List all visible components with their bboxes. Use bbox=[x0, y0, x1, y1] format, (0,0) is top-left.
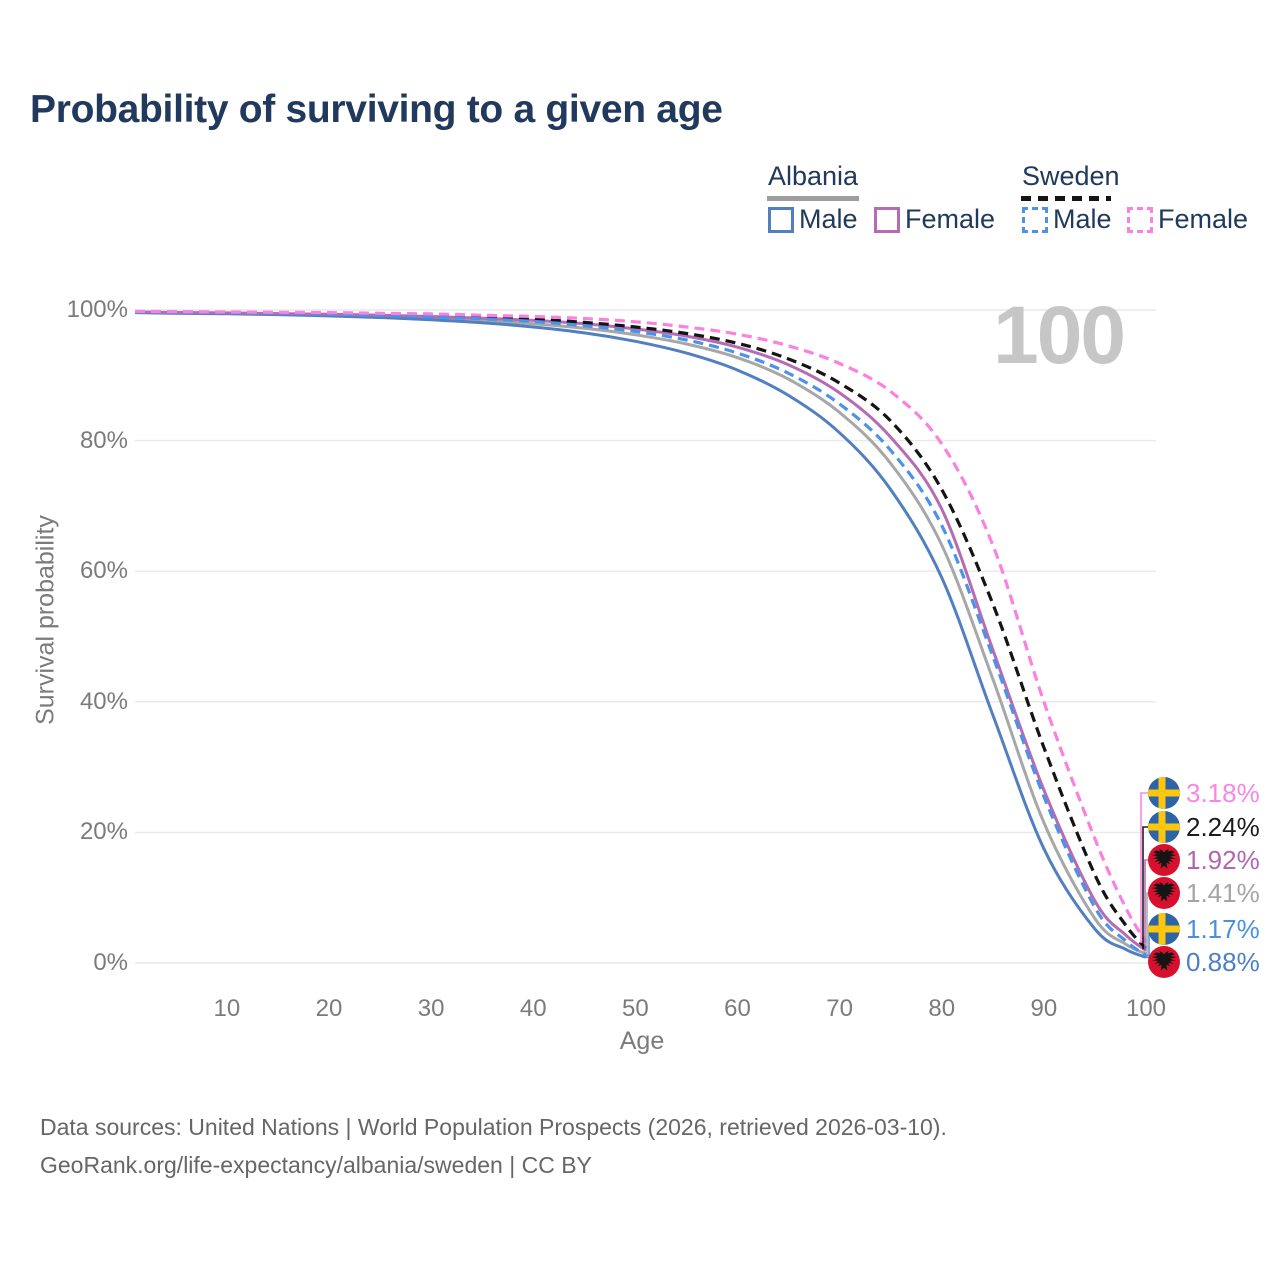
x-tick-30: 30 bbox=[417, 995, 445, 1022]
curve-albania-male[interactable] bbox=[134, 311, 1147, 959]
sweden-flag-icon bbox=[1148, 913, 1180, 945]
y-tick-20%: 20% bbox=[79, 818, 128, 846]
x-axis-title: Age bbox=[619, 1027, 665, 1055]
legend-swatch-sweden-male[interactable] bbox=[1022, 207, 1048, 233]
albania-flag-icon bbox=[1148, 877, 1180, 909]
x-tick-90: 90 bbox=[1030, 995, 1058, 1022]
leader-line-albania-female bbox=[1144, 859, 1150, 952]
sweden-flag-icon bbox=[1148, 811, 1180, 843]
data-source-footer: Data sources: United Nations | World Pop… bbox=[40, 1108, 947, 1184]
legend-swatch-albania-female[interactable] bbox=[874, 207, 900, 233]
curve-albania-both[interactable] bbox=[134, 310, 1147, 956]
end-label-albania-male: 0.88% bbox=[1186, 947, 1260, 977]
x-tick-70: 70 bbox=[826, 995, 853, 1022]
legend-group-sweden-title: Sweden bbox=[1022, 161, 1120, 191]
curve-sweden-both[interactable] bbox=[134, 310, 1148, 950]
x-tick-80: 80 bbox=[928, 995, 956, 1022]
footer-line-1: Data sources: United Nations | World Pop… bbox=[40, 1114, 947, 1140]
y-tick-40%: 40% bbox=[79, 687, 128, 715]
end-label-albania-both: 1.41% bbox=[1186, 878, 1260, 908]
x-tick-50: 50 bbox=[622, 995, 649, 1022]
curve-sweden-female[interactable] bbox=[134, 309, 1148, 944]
legend-label-sweden-female[interactable]: Female bbox=[1158, 204, 1249, 234]
y-tick-100%: 100% bbox=[66, 296, 128, 323]
sweden-flag-icon bbox=[1148, 777, 1180, 809]
legend-label-sweden-male[interactable]: Male bbox=[1053, 204, 1112, 234]
footer-line-2: GeoRank.org/life-expectancy/albania/swed… bbox=[40, 1152, 592, 1178]
page-title: Probability of surviving to a given age bbox=[30, 88, 723, 131]
albania-flag-icon bbox=[1148, 946, 1180, 978]
x-tick-60: 60 bbox=[724, 995, 751, 1022]
y-tick-0%: 0% bbox=[93, 949, 128, 976]
x-tick-40: 40 bbox=[519, 995, 547, 1022]
albania-flag-icon bbox=[1148, 844, 1180, 876]
x-tick-20: 20 bbox=[315, 995, 343, 1022]
end-label-sweden-female: 3.18% bbox=[1186, 778, 1260, 808]
x-tick-10: 10 bbox=[213, 995, 241, 1022]
end-label-sweden-both: 2.24% bbox=[1186, 812, 1260, 842]
curve-sweden-male[interactable] bbox=[134, 310, 1147, 957]
y-tick-60%: 60% bbox=[79, 557, 128, 585]
legend-swatch-albania-male[interactable] bbox=[768, 207, 794, 233]
y-tick-80%: 80% bbox=[79, 426, 128, 454]
watermark-age-100: 100 bbox=[993, 290, 1126, 381]
x-tick-100: 100 bbox=[1125, 995, 1167, 1022]
legend-swatch-sweden-female[interactable] bbox=[1127, 207, 1153, 233]
end-label-albania-female: 1.92% bbox=[1186, 845, 1260, 875]
y-axis-title: Survival probability bbox=[31, 515, 60, 725]
end-label-sweden-male: 1.17% bbox=[1186, 914, 1260, 944]
legend-label-albania-female[interactable]: Female bbox=[905, 204, 996, 234]
legend-albania-line-sample bbox=[767, 196, 859, 201]
legend-group-albania-title: Albania bbox=[768, 161, 859, 191]
legend-label-albania-male[interactable]: Male bbox=[799, 204, 858, 234]
curve-albania-female[interactable] bbox=[134, 310, 1147, 952]
legend-sweden-line-sample bbox=[1021, 196, 1111, 201]
